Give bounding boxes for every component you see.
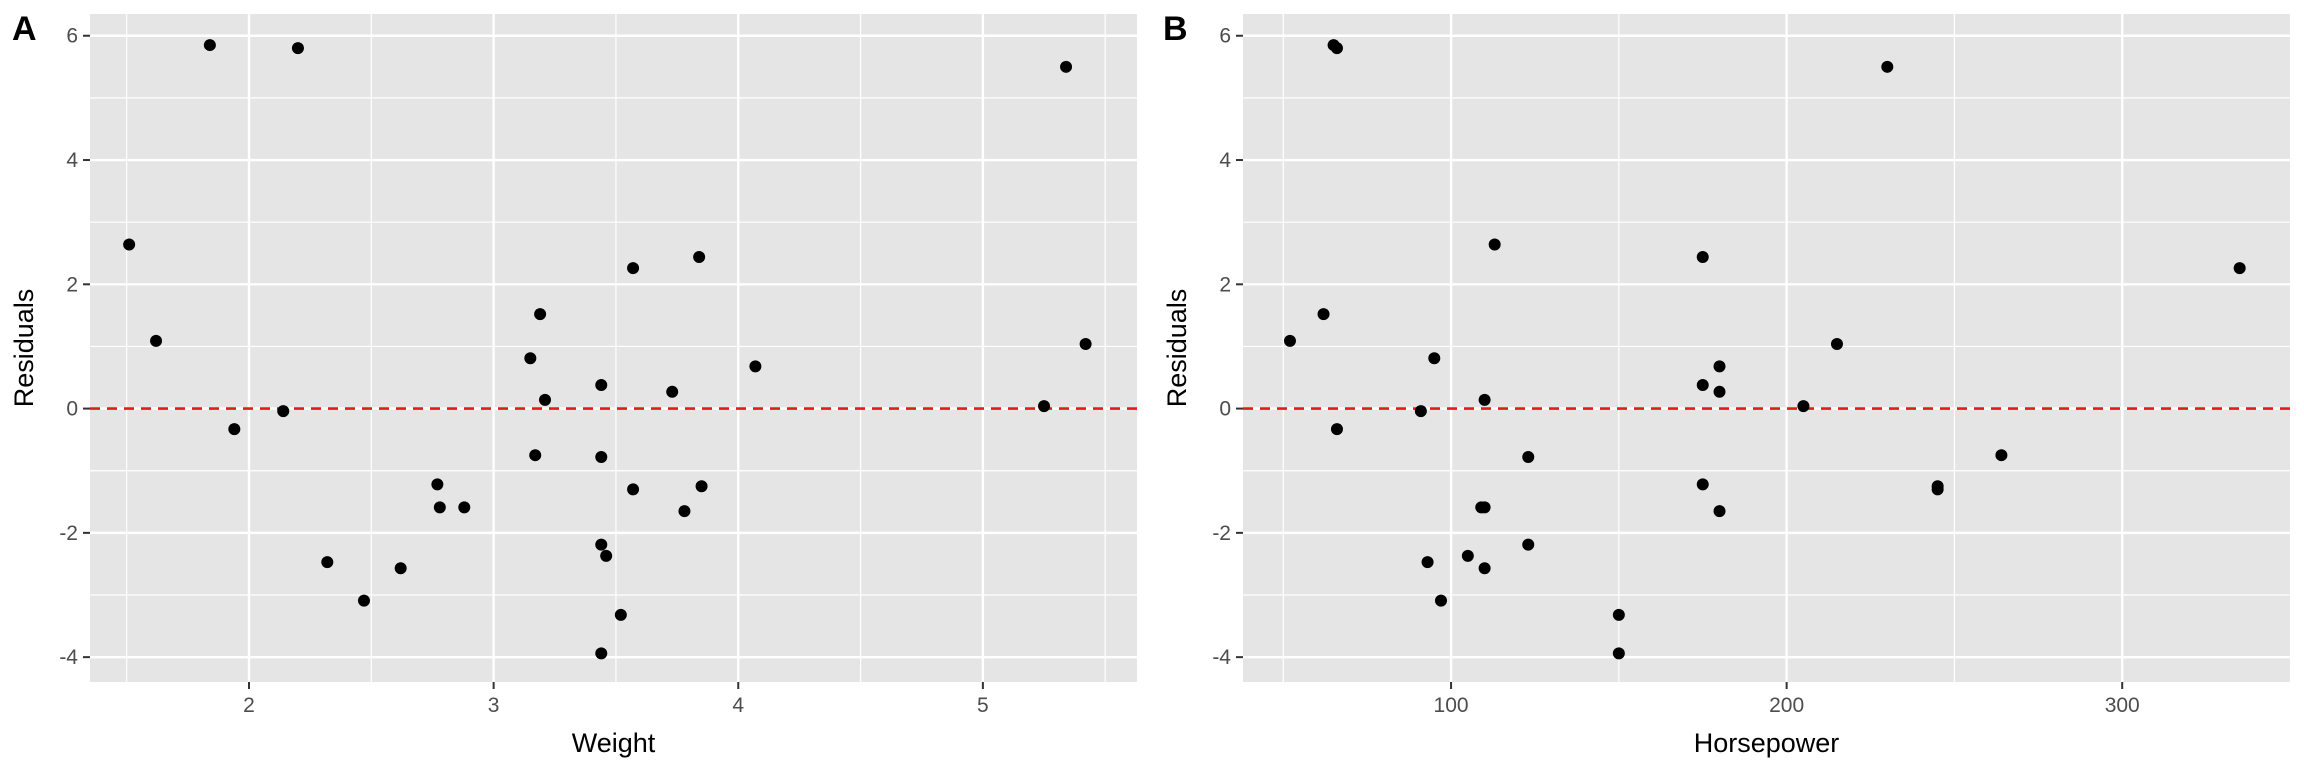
data-point <box>1881 60 1894 73</box>
data-point <box>666 385 679 398</box>
y-axis-title: Residuals <box>9 289 39 408</box>
data-point <box>595 451 608 464</box>
data-point <box>150 334 163 347</box>
x-tick-label: 3 <box>488 694 500 717</box>
x-axis-title: Weight <box>572 728 656 758</box>
y-tick-label: -2 <box>59 522 78 545</box>
data-point <box>1421 556 1434 569</box>
data-point <box>539 393 552 406</box>
y-tick-label: 0 <box>1219 398 1231 421</box>
data-point <box>1414 405 1427 418</box>
data-point <box>1696 478 1709 491</box>
data-point <box>1522 538 1535 551</box>
y-tick-label: 4 <box>1219 149 1231 172</box>
data-point <box>123 238 136 251</box>
y-tick-label: -4 <box>1212 646 1231 669</box>
y-tick-label: 4 <box>66 149 78 172</box>
data-point <box>291 42 304 55</box>
data-point <box>1038 400 1051 413</box>
data-point <box>1931 483 1944 496</box>
data-point <box>1696 250 1709 263</box>
y-tick-label: 0 <box>66 398 78 421</box>
data-point <box>277 405 290 418</box>
x-tick-label: 4 <box>732 694 744 717</box>
data-point <box>1434 594 1447 607</box>
panel-background <box>1243 14 2290 682</box>
data-point <box>1696 378 1709 391</box>
data-point <box>458 501 471 514</box>
data-point <box>228 423 241 436</box>
y-tick-label: -4 <box>59 646 78 669</box>
data-point <box>1478 393 1491 406</box>
panel-label-b: B <box>1163 10 1188 48</box>
data-point <box>534 308 547 321</box>
data-point <box>595 538 608 551</box>
data-point <box>321 556 334 569</box>
data-point <box>600 549 613 562</box>
y-tick-label: 6 <box>66 25 78 48</box>
data-point <box>2233 262 2246 275</box>
data-point <box>627 483 640 496</box>
data-point <box>693 250 706 263</box>
data-point <box>1713 385 1726 398</box>
data-point <box>1522 451 1535 464</box>
data-point <box>1478 562 1491 575</box>
data-point <box>1488 238 1501 251</box>
data-point <box>678 505 691 518</box>
data-point <box>1079 337 1092 350</box>
data-point <box>1428 352 1441 365</box>
data-point <box>627 262 640 275</box>
x-tick-label: 5 <box>977 694 989 717</box>
data-point <box>749 360 762 373</box>
x-tick-label: 100 <box>1434 694 1469 717</box>
data-point <box>1461 549 1474 562</box>
data-point <box>595 647 608 660</box>
data-point <box>1317 308 1330 321</box>
y-axis-title: Residuals <box>1162 289 1192 408</box>
data-point <box>1612 608 1625 621</box>
panel-background <box>90 14 1137 682</box>
data-point <box>695 480 708 493</box>
data-point <box>1612 647 1625 660</box>
x-tick-label: 200 <box>1769 694 1804 717</box>
data-point <box>524 352 537 365</box>
data-point <box>431 478 444 491</box>
data-point <box>433 501 446 514</box>
x-axis-title: Horsepower <box>1694 728 1840 758</box>
data-point <box>1330 423 1343 436</box>
data-point <box>1060 60 1073 73</box>
panel-label-a: A <box>12 10 37 48</box>
data-point <box>595 378 608 391</box>
data-point <box>1995 449 2008 462</box>
x-tick-label: 300 <box>2105 694 2140 717</box>
data-point <box>529 449 542 462</box>
scatter-plot-horsepower: 100 200 300 -4 -2 0 2 4 6 Horsepower Residuals <box>1162 14 2290 758</box>
y-tick-label: -2 <box>1212 522 1231 545</box>
data-point <box>1478 501 1491 514</box>
data-point <box>357 594 370 607</box>
data-point <box>1283 334 1296 347</box>
data-point <box>203 39 216 52</box>
y-tick-label: 2 <box>1219 273 1231 296</box>
data-point <box>1713 360 1726 373</box>
x-tick-label: 2 <box>243 694 255 717</box>
data-point <box>394 562 407 575</box>
y-tick-label: 6 <box>1219 25 1231 48</box>
scatter-plot-weight: 2 3 4 5 -4 -2 0 2 4 6 Weight Residuals <box>9 14 1137 758</box>
data-point <box>1713 505 1726 518</box>
data-point <box>1830 337 1843 350</box>
data-point <box>1797 400 1810 413</box>
y-tick-label: 2 <box>66 273 78 296</box>
data-point <box>1330 42 1343 55</box>
data-point <box>614 608 627 621</box>
